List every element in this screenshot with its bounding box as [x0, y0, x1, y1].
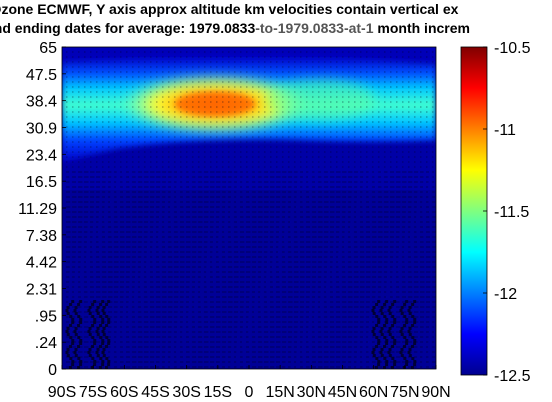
y-tick-label: 7.38 [26, 228, 57, 245]
x-tick-label: 45N [328, 384, 357, 401]
y-tick-label: 16.5 [26, 174, 57, 191]
colorbar-tick-label: -12.5 [494, 368, 531, 385]
y-axis: 0 .24 .95 2.31 4.42 7.38 11.29 16.5 23.4 30.9 38.4… [18, 40, 66, 379]
y-tick-label: 0 [48, 362, 57, 379]
y-tick-label: 38.4 [26, 94, 57, 111]
colorbar-tick-label: -11 [494, 122, 516, 139]
colorbar-tick-label: -10.5 [494, 40, 531, 57]
x-tick-label: 60S [110, 384, 138, 401]
x-tick-label: 90N [421, 384, 450, 401]
title-part-c: month increm [373, 20, 470, 36]
colorbar-tick-label: -12 [494, 286, 517, 303]
lower-region-shade [62, 190, 436, 369]
title-part-a: and ending dates for average: 1979.0833 [0, 20, 256, 36]
colorbar-ticks: -10.5 -11 -11.5 -12 -12.5 [483, 40, 531, 385]
x-tick-label: 90S [48, 384, 76, 401]
y-tick-label: 30.9 [26, 121, 57, 138]
y-tick-label: .95 [35, 308, 57, 325]
y-tick-label: 11.29 [18, 201, 57, 218]
y-tick-label: 2.31 [26, 282, 57, 299]
x-tick-label: 15N [265, 384, 294, 401]
y-tick-label: 4.42 [26, 255, 57, 272]
ozone-core [175, 92, 255, 116]
polar-streaks [65, 300, 417, 369]
x-tick-label: 30S [172, 384, 200, 401]
y-tick-label: 65 [39, 40, 57, 57]
arrow-field [66, 51, 436, 368]
title-part-b: -to-1979.0833-at-1 [255, 20, 374, 36]
velocity-arrows [65, 51, 436, 369]
x-tick-label: 45S [141, 384, 169, 401]
colorbar-tick-label: -11.5 [494, 204, 529, 221]
x-tick-label: 0 [245, 384, 254, 401]
x-tick-label: 60N [359, 384, 388, 401]
x-axis: 90S 75S 60S 45S 30S 15S 0 15N 30N 45N 60N 75N 90N [48, 365, 451, 401]
ozone-secondary [265, 80, 375, 120]
chart-title-line-2: and ending dates for average: 1979.0833-… [0, 20, 470, 36]
x-tick-label: 75S [79, 384, 107, 401]
x-tick-label: 75N [390, 384, 419, 401]
heatmap-field [62, 47, 436, 369]
y-tick-label: 47.5 [26, 67, 57, 84]
x-tick-label: 30N [297, 384, 326, 401]
chart-title-line-1: f Ozone ECMWF, Y axis approx altitude km… [0, 1, 459, 17]
y-tick-label: .24 [35, 335, 57, 352]
y-tick-label: 23.4 [26, 147, 57, 164]
x-tick-label: 15S [204, 384, 232, 401]
